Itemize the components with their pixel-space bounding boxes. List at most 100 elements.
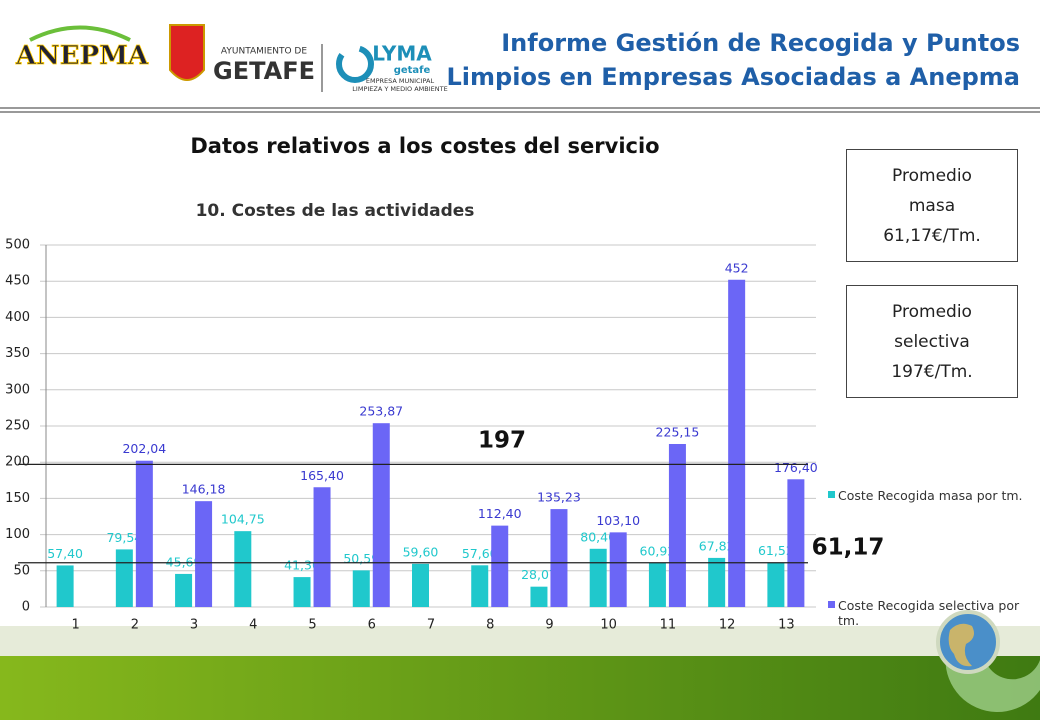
box: Promedio masa 61,17€/Tm. bbox=[846, 149, 1018, 262]
bar bbox=[313, 487, 331, 607]
bar bbox=[589, 548, 607, 607]
x-tick-label: 11 bbox=[660, 618, 677, 633]
data-label: 112,40 bbox=[478, 506, 522, 521]
legend-swatch bbox=[828, 491, 835, 498]
x-tick-label: 3 bbox=[190, 618, 198, 633]
x-tick-label: 7 bbox=[427, 618, 435, 633]
box-text: 197€/Tm. bbox=[891, 361, 973, 382]
y-tick-label: 500 bbox=[5, 238, 30, 253]
chart-title: 10. Costes de las actividades bbox=[196, 201, 475, 221]
bar bbox=[195, 501, 213, 607]
logo-anepma: ANEPMA bbox=[15, 41, 149, 71]
legend-label: Coste Recogida selectiva por tm. bbox=[838, 598, 1020, 628]
data-label: 135,23 bbox=[537, 490, 581, 505]
logo-text: GETAFE bbox=[213, 57, 315, 85]
data-label: 57,40 bbox=[47, 546, 83, 561]
bar bbox=[530, 586, 548, 607]
box-text: 61,17€/Tm. bbox=[883, 225, 981, 246]
bar bbox=[372, 423, 390, 607]
data-label: 60,92 bbox=[640, 543, 676, 558]
footer bbox=[0, 656, 1040, 720]
data-label: 61,52 bbox=[758, 543, 794, 558]
data-label: 104,75 bbox=[221, 512, 265, 527]
reference-label: 61,17 bbox=[812, 535, 885, 561]
y-tick-label: 400 bbox=[5, 310, 30, 325]
x-tick-label: 8 bbox=[486, 618, 494, 633]
data-label: 41,30 bbox=[284, 558, 320, 573]
bar bbox=[708, 557, 726, 607]
x-tick-label: 10 bbox=[600, 618, 617, 633]
logo-text: LIMPIEZA Y MEDIO AMBIENTE bbox=[352, 85, 447, 93]
globe-land bbox=[948, 623, 974, 667]
data-label: 59,60 bbox=[403, 544, 439, 559]
box-text: selectiva bbox=[894, 331, 970, 352]
data-label: 28,07 bbox=[521, 567, 557, 582]
footer-strip bbox=[0, 626, 1040, 656]
bar bbox=[787, 479, 805, 607]
data-label: 202,04 bbox=[122, 441, 166, 456]
bar bbox=[175, 573, 193, 607]
header-title: Informe Gestión de Recogida y Puntos bbox=[501, 29, 1020, 57]
x-tick-label: 1 bbox=[71, 618, 79, 633]
y-tick-label: 150 bbox=[5, 491, 30, 506]
y-tick-label: 300 bbox=[5, 382, 30, 397]
data-label: 146,18 bbox=[182, 482, 226, 497]
logo-text: AYUNTAMIENTO DE bbox=[221, 47, 307, 57]
logo-text: LYMA bbox=[372, 42, 432, 66]
data-label: 79,54 bbox=[106, 530, 142, 545]
data-label: 165,40 bbox=[300, 468, 344, 483]
bar bbox=[728, 279, 746, 607]
coat-of-arms bbox=[169, 24, 205, 81]
header-title: Limpios en Empresas Asociadas a Anepma bbox=[447, 63, 1020, 91]
lyma-icon bbox=[336, 45, 374, 83]
bar bbox=[56, 565, 74, 607]
reference-label: 197 bbox=[478, 428, 526, 454]
legend-swatch bbox=[828, 601, 835, 608]
logo-text: getafe bbox=[394, 65, 431, 76]
box-text: Promedio bbox=[892, 301, 972, 322]
section-title: Datos relativos a los costes del servici… bbox=[190, 134, 659, 158]
data-label: 80,40 bbox=[580, 529, 616, 544]
bar bbox=[609, 532, 627, 607]
data-label: 103,10 bbox=[596, 513, 640, 528]
x-tick-label: 2 bbox=[131, 618, 139, 633]
bar bbox=[491, 525, 509, 607]
data-label: 225,15 bbox=[656, 424, 700, 439]
x-tick-label: 12 bbox=[719, 618, 736, 633]
bar bbox=[412, 563, 429, 607]
y-tick-label: 200 bbox=[5, 455, 30, 470]
x-tick-label: 6 bbox=[368, 618, 376, 633]
data-label: 452 bbox=[725, 260, 749, 275]
data-label: 253,87 bbox=[359, 404, 403, 419]
x-tick-label: 4 bbox=[249, 618, 257, 633]
box-text: masa bbox=[908, 195, 956, 216]
y-tick-label: 0 bbox=[22, 600, 30, 615]
bar bbox=[648, 562, 666, 607]
box: Promedio selectiva 197€/Tm. bbox=[846, 285, 1018, 398]
box-text: Promedio bbox=[892, 165, 972, 186]
y-tick-label: 250 bbox=[5, 419, 30, 434]
logo-swoosh bbox=[29, 25, 131, 42]
x-tick-label: 5 bbox=[308, 618, 316, 633]
data-label: 176,40 bbox=[774, 460, 818, 475]
y-tick-label: 50 bbox=[13, 563, 30, 578]
bar bbox=[352, 570, 370, 607]
legend-label: Coste Recogida masa por tm. bbox=[838, 488, 1023, 503]
y-tick-label: 100 bbox=[5, 527, 30, 542]
bar bbox=[550, 509, 568, 607]
bar bbox=[767, 562, 785, 607]
logo-text: EMPRESA MUNICIPAL bbox=[366, 77, 435, 85]
data-label: 67,82 bbox=[699, 538, 735, 553]
bar bbox=[293, 577, 311, 607]
bar bbox=[471, 565, 489, 607]
data-label: 57,60 bbox=[462, 546, 498, 561]
bar bbox=[668, 443, 686, 607]
x-tick-label: 9 bbox=[545, 618, 553, 633]
bar bbox=[234, 531, 252, 607]
data-label: 45,69 bbox=[166, 554, 202, 569]
x-tick-label: 13 bbox=[778, 618, 795, 633]
bar bbox=[135, 460, 153, 607]
bar bbox=[115, 549, 133, 607]
